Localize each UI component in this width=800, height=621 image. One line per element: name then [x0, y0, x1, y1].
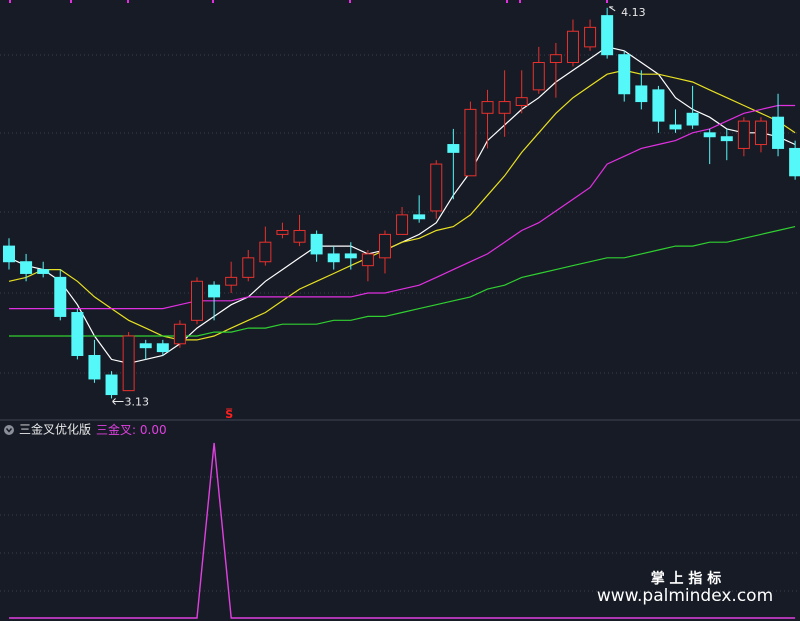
signal-label: S	[225, 408, 233, 421]
candle-body	[396, 214, 409, 235]
chevron	[5, 428, 13, 433]
candle-body	[190, 280, 203, 321]
annotation-arrow	[112, 398, 124, 405]
marker	[506, 0, 508, 3]
marker	[606, 0, 608, 3]
candle-body	[327, 253, 340, 263]
candle-body	[37, 269, 50, 274]
legend-sep: :	[132, 423, 140, 437]
candle-body	[344, 253, 357, 259]
candle-body	[669, 124, 682, 130]
candle-body	[225, 276, 238, 286]
candle-body	[293, 229, 306, 243]
marker	[519, 0, 521, 3]
candle-body	[481, 101, 494, 114]
indicator-title: 三金叉优化版	[19, 422, 91, 437]
watermark-title: 掌 上 指 标	[651, 570, 722, 587]
indicator-header: 三金叉优化版 三金叉: 0.00	[4, 422, 167, 437]
candle-body	[71, 312, 84, 356]
candle-body	[54, 276, 67, 317]
candle-body	[754, 120, 767, 146]
candle-body	[3, 245, 15, 263]
candle-body	[430, 163, 443, 212]
price-panel: 4.13 3.13 S	[3, 6, 800, 421]
candle-body	[378, 233, 391, 259]
candle-body	[447, 144, 460, 153]
marker	[349, 0, 351, 3]
candle-body	[601, 15, 614, 56]
candle-body	[635, 85, 648, 103]
candle-body	[464, 108, 477, 177]
candle-body	[566, 30, 579, 64]
candle-body	[789, 147, 800, 177]
legend-name: 三金叉	[96, 422, 132, 437]
candle-body	[156, 343, 169, 353]
legend-value: 0.00	[140, 423, 167, 437]
candle-body	[259, 241, 272, 263]
grid	[0, 54, 800, 592]
candle-body	[584, 26, 597, 48]
candle-body	[361, 253, 374, 267]
marker	[212, 0, 214, 3]
candle-body	[276, 229, 289, 235]
ma-line	[9, 104, 796, 310]
ma-line	[8, 69, 796, 341]
marker	[70, 0, 72, 3]
candle-body	[686, 112, 699, 126]
candle-body	[532, 62, 545, 91]
collapse-icon[interactable]	[4, 425, 14, 435]
candle-body	[173, 323, 186, 345]
candle-body	[88, 354, 101, 380]
candle-body	[498, 101, 511, 114]
candle-body	[310, 233, 323, 255]
candle-body	[703, 132, 716, 138]
candle-body	[737, 120, 750, 149]
candle-body	[549, 54, 562, 64]
candle-body	[772, 116, 785, 149]
annotation-label: 4.13	[621, 6, 646, 19]
indicator-legend: 三金叉: 0.00	[96, 422, 167, 437]
indicator-line	[9, 442, 796, 619]
candle-body	[413, 214, 426, 220]
candle-body	[122, 335, 135, 392]
annotation-label: 3.13	[125, 395, 150, 408]
candle-body	[208, 284, 221, 298]
indicator-panel	[9, 442, 796, 619]
marker	[9, 0, 11, 3]
watermark-url: www.palmindex.com	[597, 586, 773, 606]
candle-body	[139, 343, 152, 349]
marker	[127, 0, 129, 3]
candle-body	[242, 257, 255, 278]
candle-body	[105, 374, 118, 396]
candle-body	[20, 261, 33, 274]
candle-body	[720, 136, 733, 142]
candle-body	[515, 97, 528, 106]
ma-line	[9, 226, 796, 337]
top-markers	[9, 0, 608, 3]
candle-body	[652, 89, 665, 122]
annotation-arrow	[608, 6, 616, 12]
candle-body	[618, 54, 631, 95]
